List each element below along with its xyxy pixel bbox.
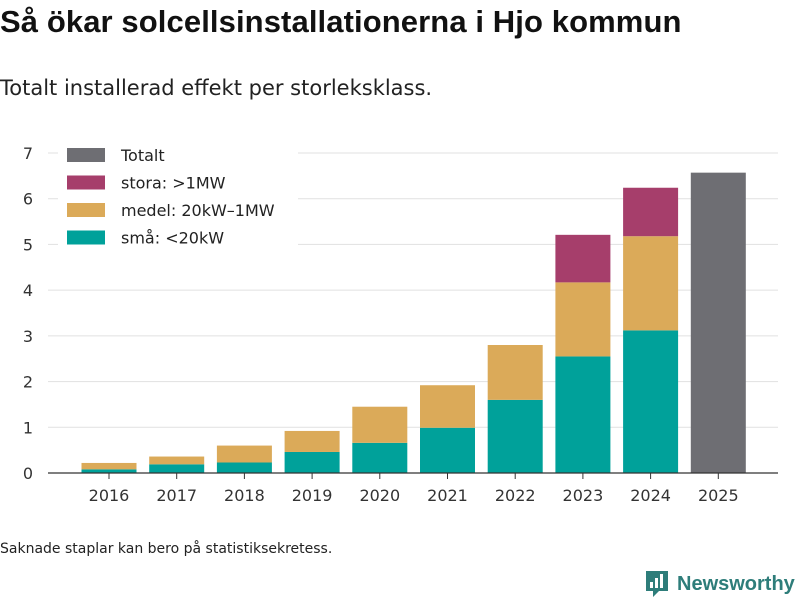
newsworthy-logo-icon <box>646 571 668 597</box>
legend-label: Totalt <box>120 146 165 165</box>
y-tick-label: 6 <box>23 190 33 209</box>
legend-label: små: <20kW <box>121 229 224 248</box>
x-tick-label: 2021 <box>427 486 468 505</box>
legend-swatch <box>67 175 105 190</box>
bar-segment <box>487 345 543 400</box>
x-tick-label: 2023 <box>563 486 604 505</box>
brand-name: Newsworthy <box>677 572 795 595</box>
x-axis: 2016 2017 2018 2019 2020 2021 2022 2023 2024 2025 <box>48 472 778 505</box>
x-tick-label: 2024 <box>630 486 671 505</box>
legend-swatch <box>67 230 105 245</box>
x-tick-label: 2025 <box>698 486 739 505</box>
footnote: Saknade staplar kan bero på statistiksek… <box>0 541 333 557</box>
bar-segment <box>420 427 475 473</box>
legend-swatch <box>67 203 105 217</box>
x-tick-label: 2018 <box>224 486 265 505</box>
y-tick-label: 5 <box>23 235 33 254</box>
y-tick-label: 7 <box>23 144 33 163</box>
x-tick-label: 2019 <box>292 486 333 505</box>
chart-legend: Totalt stora: >1MW medel: 20kW–1MW små: <20… <box>58 138 298 252</box>
y-axis-ticks: 0 1 2 3 4 5 6 7 <box>23 144 33 483</box>
bar-segment <box>420 385 475 428</box>
x-tick-label: 2016 <box>89 486 130 505</box>
bar-segment <box>623 187 679 237</box>
y-tick-label: 2 <box>23 373 33 392</box>
x-tick-label: 2020 <box>359 486 400 505</box>
y-tick-label: 3 <box>23 327 33 346</box>
bar-segment <box>149 456 205 465</box>
y-tick-label: 4 <box>23 281 33 300</box>
bar-segment <box>555 356 611 473</box>
bar-segment <box>216 445 272 463</box>
bar-segment <box>81 469 137 473</box>
bar-segment <box>487 399 543 473</box>
x-tick-label: 2022 <box>495 486 536 505</box>
bar-segment <box>623 236 679 331</box>
bar-marks <box>81 172 746 473</box>
brand-logo: Newsworthy <box>644 568 795 600</box>
chart-subtitle: Totalt installerad effekt per storlekskl… <box>0 76 433 100</box>
bar-segment <box>623 330 679 473</box>
bar-segment <box>690 172 746 473</box>
y-tick-label: 0 <box>23 464 33 483</box>
bar-segment <box>555 282 611 357</box>
bar-segment <box>216 462 272 473</box>
bar-segment <box>81 462 137 470</box>
bar-segment <box>149 464 205 473</box>
bar-segment <box>352 406 408 443</box>
bar-segment <box>284 430 340 452</box>
bar-segment <box>352 442 408 473</box>
bar-segment <box>284 451 340 473</box>
chart-title: Så ökar solcellsinstallationerna i Hjo k… <box>0 4 682 39</box>
legend-label: medel: 20kW–1MW <box>121 201 275 220</box>
y-tick-label: 1 <box>23 418 33 437</box>
legend-swatch <box>67 148 105 162</box>
x-tick-label: 2017 <box>156 486 197 505</box>
legend-label: stora: >1MW <box>121 174 226 193</box>
bar-segment <box>555 234 611 283</box>
stacked-bar-chart: 0 1 2 3 4 5 6 7 2016 2017 2018 2019 2020 2021 2022 202… <box>23 138 778 505</box>
